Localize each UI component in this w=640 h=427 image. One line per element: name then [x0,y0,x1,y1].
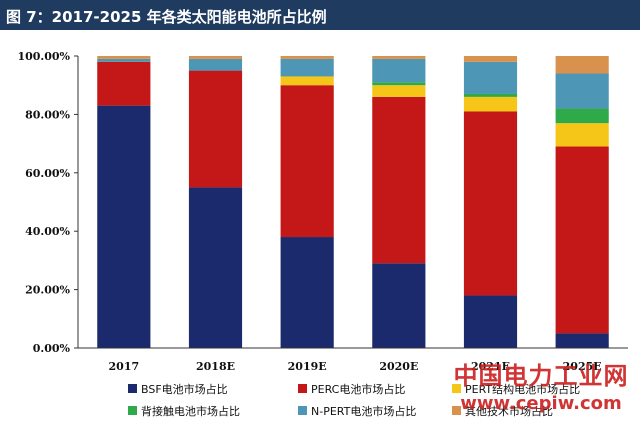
bar-segment-2020E-s3 [372,82,426,86]
x-axis: 2017 2018E 2019E 2020E 2021E 2025E [78,347,628,373]
bar-segment-2021E-s2 [463,96,518,112]
y-tick-label: 100.00% [17,50,70,63]
bar-stack-2025E [555,56,609,348]
bar-stack-2017 [97,56,151,348]
bar-segment-2020E-s2 [372,85,426,97]
bar-segment-2020E-s5 [372,56,426,59]
watermark-url: www.cepiw.com [460,393,622,414]
bar-segment-2017-s0 [97,105,151,348]
bar-segment-2019E-s2 [280,76,334,86]
bar-segment-2018E-s1 [188,70,243,188]
bar-segment-2020E-s4 [372,58,426,83]
legend: BSF电池市场占比 PERC电池市场占比 PERT结构电池市场占比背接触电池市场占比… [128,382,580,418]
bar-segment-2018E-s5 [188,56,243,59]
bar-segment-2021E-s3 [463,93,518,97]
legend-label: PERT结构电池市场占比 [465,382,580,396]
legend-swatch [128,384,137,393]
legend-label: 其他技术市场占比 [465,404,553,418]
bar-segment-2019E-s1 [280,85,334,238]
bar-segment-2019E-s5 [280,56,334,59]
bar-stack-2018E [188,56,243,348]
bar-segment-2021E-s0 [463,295,518,348]
x-tick-label: 2017 [109,360,140,373]
chart-title: 图 7：2017-2025 年各类太阳能电池所占比例 [6,8,327,26]
y-axis: 0.00% 20.00% 40.00% 60.00% 80.00% 100.00% [17,50,79,355]
bar-segment-2019E-s0 [280,237,334,348]
bar-segment-2017-s1 [97,61,151,106]
y-tick-label: 40.00% [25,225,70,238]
bar-stack-2019E [280,56,334,348]
bar-segment-2021E-s5 [463,56,518,62]
legend-swatch [452,384,461,393]
legend-label: PERC电池市场占比 [311,382,405,396]
bar-segment-2025E-s1 [555,146,609,334]
bar-segment-2025E-s0 [555,333,609,348]
bar-segment-2021E-s1 [463,111,518,296]
legend-label: 背接触电池市场占比 [141,404,240,418]
watermark-text: 中国电力工业网 [453,362,629,390]
watermark: 中国电力工业网 www.cepiw.com [446,356,636,414]
legend-swatch [298,406,307,415]
y-tick-label: 20.00% [25,284,70,297]
bar-stack-2020E [372,56,426,348]
legend-swatch [298,384,307,393]
bar-segment-2018E-s0 [188,187,243,348]
bar-segment-2020E-s0 [372,263,426,348]
bar-segment-2018E-s4 [188,58,243,71]
y-tick-label: 60.00% [25,167,70,180]
bar-segment-2020E-s1 [372,96,426,264]
legend-swatch [128,406,137,415]
x-tick-label: 2018E [196,360,235,373]
y-tick-label: 80.00% [25,108,70,121]
title-bar: 图 7：2017-2025 年各类太阳能电池所占比例 [0,0,640,30]
bars [97,56,609,348]
bar-segment-2017-s4 [97,58,151,62]
bar-segment-2017-s5 [97,56,151,59]
bar-segment-2019E-s4 [280,58,334,77]
bar-segment-2025E-s4 [555,73,609,109]
bar-stack-2021E [463,56,518,348]
x-tick-label: 2019E [288,360,327,373]
x-tick-label: 2020E [379,360,418,373]
legend-label: BSF电池市场占比 [141,382,228,396]
legend-swatch [452,406,461,415]
bar-segment-2025E-s3 [555,108,609,124]
bar-segment-2021E-s4 [463,61,518,94]
y-tick-label: 0.00% [33,342,71,355]
bar-segment-2025E-s2 [555,123,609,147]
bar-segment-2025E-s5 [555,56,609,74]
x-tick-label: 2021E [471,360,510,373]
stacked-bar-chart: 0.00% 20.00% 40.00% 60.00% 80.00% 100.00% 201… [17,50,628,418]
legend-label: N-PERT电池市场占比 [311,404,416,418]
x-tick-label: 2025E [563,360,602,373]
